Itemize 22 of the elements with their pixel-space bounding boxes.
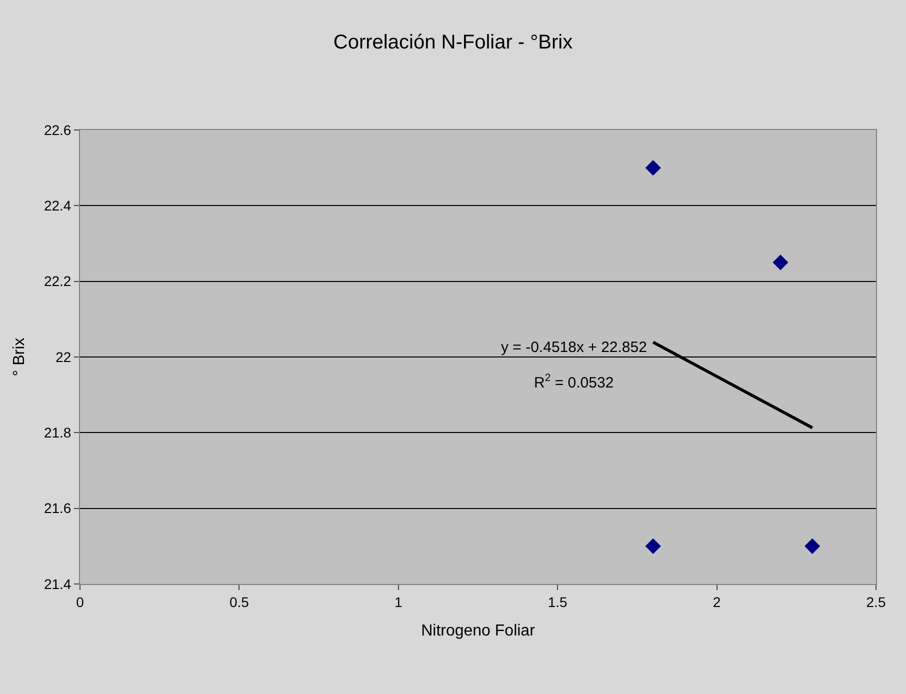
annotation: R$^{2}$ = 0.0532 xyxy=(534,372,614,392)
y-tick-label: 21.6 xyxy=(44,500,72,516)
x-tick-label: 1.5 xyxy=(548,594,568,610)
point xyxy=(772,254,788,270)
x-tick-label: 1 xyxy=(394,594,402,610)
x-tick-label: 2.5 xyxy=(866,594,886,610)
point xyxy=(645,538,661,554)
y-tick-label: 22.6 xyxy=(44,122,72,138)
y-tick-label: 21.4 xyxy=(44,576,72,592)
x-axis-title: Nitrogeno Foliar xyxy=(421,622,536,640)
y-tick-label: 22.4 xyxy=(44,198,72,214)
x-tick-label: 0 xyxy=(76,594,84,610)
y-axis-title: ° Brix xyxy=(10,338,28,376)
point xyxy=(645,160,661,176)
y-tick-label: 21.8 xyxy=(44,424,72,441)
chart-title: Correlación N-Foliar - °Brix xyxy=(333,32,573,54)
annotation: y = -0.4518x + 22.852 xyxy=(501,339,647,356)
y-tick-label: 22.2 xyxy=(44,273,72,290)
y-tick-label: 22 xyxy=(56,348,72,365)
point xyxy=(804,538,820,554)
x-tick-label: 2 xyxy=(712,594,721,610)
x-tick-label: 0.5 xyxy=(229,594,250,610)
